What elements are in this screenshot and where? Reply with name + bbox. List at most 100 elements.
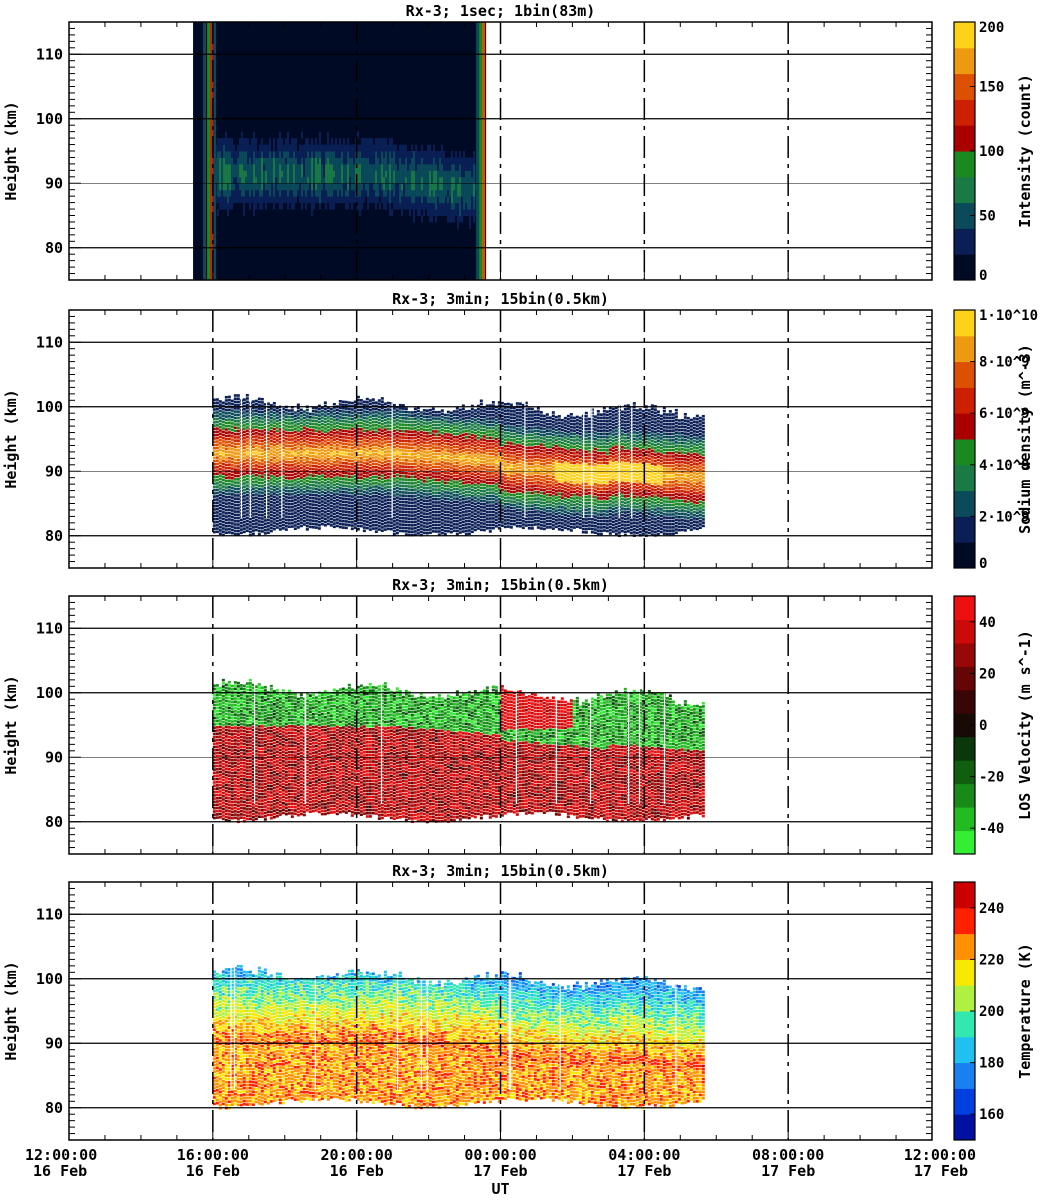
heatmap-cell [259,170,262,178]
heatmap-cell [401,516,405,520]
heatmap-cell [241,163,244,171]
heatmap-cell [395,415,399,419]
heatmap-cell [227,202,230,210]
heatmap-cell [275,519,279,523]
heatmap-cell [281,138,284,146]
heatmap-cell [449,189,452,197]
heatmap-cell [373,163,376,171]
heatmap-cell [353,458,357,462]
heatmap-cell [263,176,266,184]
heatmap-cell [293,183,296,191]
heatmap-cell [299,189,302,197]
heatmap-cell [224,450,228,454]
heatmap-cell [431,189,434,197]
heatmap-cell [308,496,312,500]
heatmap-cell [397,176,400,184]
heatmap-cell [218,400,222,403]
heatmap-cell [359,170,362,178]
heatmap-cell [404,484,408,488]
heatmap-cell [296,493,300,497]
heatmap-cell [215,398,219,401]
heatmap-cell [278,482,282,486]
heatmap-cell [413,491,417,495]
heatmap-cell [422,521,426,525]
heatmap-cell [461,170,464,178]
heatmap-cell [347,488,351,492]
heatmap-cell [344,439,348,443]
heatmap-cell [374,417,378,421]
heatmap-cell [281,468,285,472]
heatmap-cell [341,452,345,455]
heatmap-cell [293,151,296,158]
heatmap-cell [443,436,447,439]
heatmap-cell [311,183,314,191]
heatmap-cell [368,399,372,402]
heatmap-cell [233,455,237,459]
heatmap-cell [398,445,402,449]
heatmap-cell [422,509,426,512]
heatmap-cell [341,163,344,171]
heatmap-cell [440,531,444,535]
heatmap-cell [308,441,312,445]
heatmap-cell [362,465,366,468]
heatmap-cell [458,479,462,483]
heatmap-cell [401,500,405,504]
heatmap-cell [275,506,279,510]
heatmap-cell [235,176,238,184]
heatmap-cell [387,144,390,152]
heatmap-cell [383,450,387,454]
heatmap-cell [401,423,405,427]
heatmap-cell [413,526,417,530]
heatmap-cell [467,455,471,458]
heatmap-cell [387,183,390,191]
heatmap-cell [219,183,222,191]
heatmap-cell [218,500,222,503]
heatmap-cell [452,529,456,533]
heatmap-cell [263,163,266,171]
heatmap-cell [284,408,288,412]
heatmap-cell [404,420,408,424]
heatmap-cell [332,441,336,445]
heatmap-cell [335,479,339,483]
heatmap-cell [455,429,459,433]
heatmap-cell [416,506,420,509]
heatmap-cell [296,474,300,478]
heatmap-cell [413,510,417,514]
heatmap-cell [455,439,459,442]
heatmap-cell [455,526,459,529]
heatmap-cell [416,412,420,416]
heatmap-cell [425,444,429,448]
heatmap-cell [284,499,288,502]
heatmap-cell [329,446,333,450]
heatmap-cell [425,202,428,210]
heatmap-cell [416,451,420,455]
heatmap-cell [409,170,412,178]
heatmap-cell [326,416,330,419]
heatmap-cell [398,413,402,417]
heatmap-cell [272,495,276,499]
heatmap-cell [266,412,270,415]
heatmap-cell [296,464,300,468]
heatmap-cell [229,176,232,184]
heatmap-cell [368,450,372,454]
heatmap-cell [245,452,249,455]
heatmap-cell [443,416,447,420]
heatmap-cell [363,183,366,191]
heatmap-cell [277,151,280,158]
heatmap-cell [293,157,296,165]
heatmap-cell [313,176,316,184]
heatmap-cell [445,189,448,197]
heatmap-cell [227,521,231,525]
heatmap-cell [215,462,219,466]
heatmap-cell [320,506,324,510]
heatmap-cell [260,433,264,436]
heatmap-cell [362,484,366,487]
heatmap-cell [290,425,294,428]
heatmap-cell [416,487,420,490]
heatmap-cell [381,157,384,165]
heatmap-cell [371,401,375,405]
heatmap-cell [299,511,303,515]
heatmap-cell [277,183,280,191]
heatmap-cell [431,494,435,498]
heatmap-cell [311,522,315,526]
